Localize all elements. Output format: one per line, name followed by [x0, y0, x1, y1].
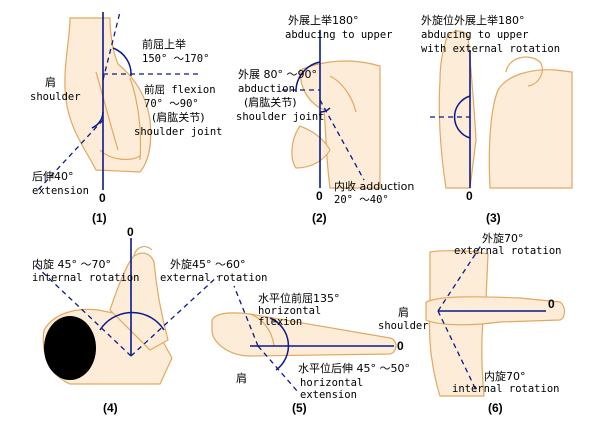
panel1-flexion-up-range: 150° ～170° — [142, 53, 209, 65]
panel6-number: (6) — [488, 401, 503, 415]
panel1-flexion-range: 70° ～90° — [144, 98, 199, 110]
panel1-number: (1) — [92, 211, 107, 225]
panel1-flexion-up-label: 前屈上举 — [142, 37, 186, 51]
panel4-number: (4) — [103, 401, 118, 415]
panel3-zero: 0 — [466, 189, 473, 203]
panel2-abduction-cn: 外展 80° ～90° — [238, 68, 317, 81]
panel4-internal-cn: 内旋 45° ～70° — [32, 257, 111, 271]
panel2-shoulder-curve — [329, 75, 357, 113]
panel2-abduction-en: abduction — [238, 83, 295, 95]
panel2-abduction-arc — [295, 61, 321, 93]
panel5-hflex-en1: horizontal — [258, 305, 321, 317]
panel6-zero: 0 — [548, 297, 555, 311]
panel5-hflex-cn: 水平位前屈135° — [258, 291, 340, 305]
panel5-hflex-en2: flexion — [258, 316, 302, 328]
panel1-flexion-label: 前屈 flexion — [144, 83, 216, 96]
panel-4: 内旋 45° ～70° internal rotation 外旋45° ～60°… — [32, 225, 267, 415]
panel-3: 外旋位外展上举180° abducing to upper with exter… — [421, 13, 573, 225]
panel4-upper-arm — [109, 252, 169, 351]
panel5-flexion-line — [233, 285, 259, 347]
panel1-extension-cn: 后伸40° — [32, 170, 74, 183]
panel2-abduct-up-cn: 外展上举180° — [288, 13, 359, 27]
panel4-internal-line — [35, 265, 132, 357]
panel4-rotation-arc — [99, 311, 165, 331]
panel3-title-en1: abducing to upper — [421, 29, 528, 41]
panel-6: 外旋70° external rotation 肩 shoulder 内旋70°… — [378, 231, 566, 415]
panel1-zero: 0 — [99, 191, 106, 205]
panel5-hext-en2: extension — [300, 389, 357, 401]
panel-2: 外展上举180° abducing to upper 外展 80° ～90° a… — [236, 13, 414, 225]
panel1-joint-cn: (肩肱关节) — [152, 110, 205, 124]
panel1-extension-line — [37, 119, 104, 191]
panel2-joint-en: shoulder joint — [236, 111, 325, 123]
panel5-shoulder-cn: 肩 — [236, 371, 247, 385]
panel2-adduction-line — [319, 99, 365, 181]
panel4-hand — [133, 246, 153, 257]
panel6-external-line — [437, 243, 483, 312]
panel5-number: (5) — [292, 401, 307, 415]
panel2-number: (2) — [312, 211, 327, 225]
panel6-ext-en: external rotation — [454, 245, 561, 257]
panel-1: 前屈上举 150° ～170° 肩 shoulder 前屈 flexion 70… — [30, 11, 223, 225]
panel2-joint-cn: (肩肱关节) — [244, 95, 297, 109]
panel2-zero: 0 — [316, 189, 323, 203]
panel5-horizontal-arc — [269, 317, 290, 371]
panel1-joint-en: shoulder joint — [134, 126, 223, 138]
panel1-body — [64, 17, 152, 173]
panel3-body — [488, 69, 573, 189]
panel6-ext-cn: 外旋70° — [482, 231, 524, 245]
panel4-external-cn: 外旋45° ～60° — [170, 257, 246, 271]
panel5-shoulder — [249, 313, 275, 347]
panel6-int-en: internal rotation — [452, 383, 559, 395]
panel1-extension-en: extension — [32, 185, 89, 197]
panel-5: 水平位前屈135° horizontal flexion 肩 水平位后伸 45°… — [211, 285, 410, 415]
panel4-zero: 0 — [127, 225, 134, 239]
panel4-hair — [44, 316, 96, 380]
panel5-hext-en1: horizontal — [300, 377, 363, 389]
panel3-title-cn: 外旋位外展上举180° — [421, 13, 525, 27]
panel2-adduction-arc — [319, 107, 331, 113]
panel1-flexion-up-line — [102, 11, 121, 81]
panel6-shoulder-cn: 肩 — [398, 305, 409, 319]
panel6-internal-line — [437, 310, 477, 391]
panel4-external-line — [130, 275, 219, 357]
panel2-adduction-range: 20° ～40° — [334, 194, 389, 206]
panel3-head — [505, 56, 543, 87]
panel2-forearm — [291, 125, 331, 169]
panel3-abduction-arc — [453, 95, 471, 139]
panel1-arm-outline — [95, 71, 142, 161]
panel2-abduct-up-en: abducing to upper — [285, 29, 392, 41]
panel1-shoulder-cn: 肩 — [45, 75, 56, 89]
panel6-shoulder-en: shoulder — [378, 320, 429, 332]
panel3-number: (3) — [486, 211, 501, 225]
panel1-extension-arc — [91, 111, 104, 129]
panel4-external-en: external rotation — [160, 272, 267, 284]
panel1-shoulder-en: shoulder — [30, 91, 81, 103]
panel5-arm — [211, 312, 397, 357]
panel1-flexion-arc — [112, 47, 132, 77]
panel5-hext-cn: 水平位后伸 45° ～50° — [298, 361, 410, 375]
panel5-zero: 0 — [397, 339, 404, 353]
panel2-adduction-label: 内收 adduction — [334, 179, 414, 193]
panel6-int-cn: 内旋70° — [484, 369, 526, 383]
panel3-title-en2: with external rotation — [421, 43, 560, 55]
panel4-internal-en: internal rotation — [32, 272, 139, 284]
